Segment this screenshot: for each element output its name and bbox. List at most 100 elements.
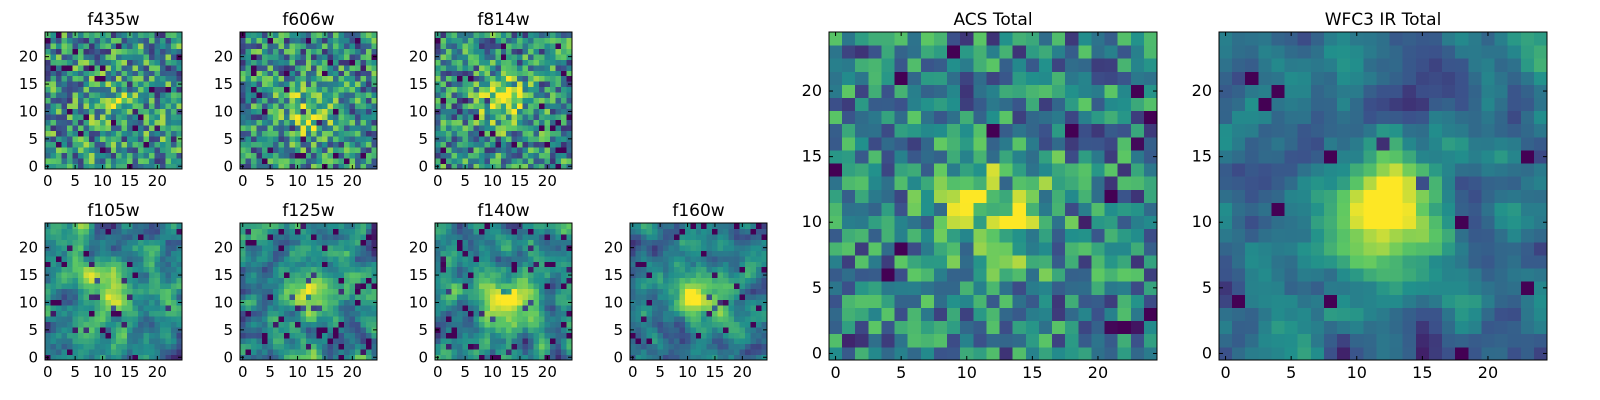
heatmap-cell (127, 114, 134, 121)
heatmap-cell (160, 321, 166, 328)
heatmap-cell (679, 261, 686, 268)
heatmap-cell (99, 103, 106, 110)
heatmap-cell (495, 59, 502, 66)
heatmap-cell (467, 81, 474, 88)
heatmap-cell (50, 228, 57, 235)
heatmap-cell (462, 261, 469, 268)
heatmap-cell (668, 294, 675, 301)
heatmap-cell (750, 343, 757, 350)
heatmap-cell (316, 136, 323, 142)
heatmap-cell (160, 354, 166, 361)
heatmap-cell (55, 158, 62, 164)
heatmap-cell (1091, 189, 1105, 203)
heatmap-cell (322, 147, 329, 153)
heatmap-cell (305, 316, 312, 323)
heatmap-cell (165, 141, 172, 148)
heatmap-cell (842, 307, 856, 322)
heatmap-cell (440, 141, 447, 148)
heatmap-cell (1052, 294, 1066, 308)
heatmap-cell (355, 141, 361, 148)
heatmap-cell (121, 81, 128, 88)
heatmap-cell (261, 48, 268, 55)
heatmap-cell (511, 244, 518, 251)
heatmap-cell (355, 277, 361, 284)
heatmap-cell (907, 189, 922, 203)
heatmap-cell (690, 228, 697, 235)
heatmap-cell (160, 223, 166, 229)
heatmap-cell (305, 239, 312, 246)
heatmap-cell (316, 349, 323, 355)
heatmap-cell (646, 272, 653, 279)
heatmap-cell (338, 338, 345, 344)
heatmap-cell (283, 244, 290, 251)
heatmap-cell (55, 119, 62, 126)
heatmap-cell (50, 48, 57, 55)
heatmap-cell (855, 202, 869, 217)
heatmap-cell (240, 239, 246, 246)
heatmap-cell (539, 81, 545, 88)
heatmap-cell (489, 272, 496, 279)
heatmap-cell (522, 343, 529, 350)
heatmap-cell (456, 152, 463, 159)
heatmap-cell (61, 266, 68, 273)
heatmap-cell (651, 349, 658, 355)
heatmap-cell (894, 268, 909, 282)
heatmap-cell (522, 228, 529, 235)
heatmap-cell (640, 321, 647, 328)
heatmap-cell (723, 321, 730, 328)
heatmap-cell (500, 152, 507, 159)
heatmap-cell (728, 277, 735, 284)
heatmap-cell (61, 70, 68, 77)
heatmap-cell (684, 332, 691, 339)
heatmap-cell (165, 288, 172, 295)
heatmap-cell (165, 338, 172, 344)
heatmap-cell (533, 294, 540, 301)
heatmap-cell (94, 152, 101, 159)
heatmap-cell (484, 70, 491, 77)
heatmap-cell (360, 305, 367, 312)
heatmap-cell (473, 294, 480, 301)
y-tick-label: 5 (223, 130, 233, 148)
heatmap-cell (311, 158, 318, 164)
heatmap-cell (349, 48, 356, 55)
heatmap-cell (1038, 255, 1053, 269)
heatmap-cell (349, 343, 356, 350)
heatmap-cell (435, 48, 441, 55)
heatmap-cell (94, 32, 101, 38)
heatmap-cell (684, 261, 691, 268)
heatmap-cell (371, 261, 378, 268)
heatmap-cell (635, 261, 642, 268)
heatmap-cell (544, 114, 551, 121)
heatmap-cell (344, 42, 350, 49)
heatmap-cell (756, 349, 762, 355)
heatmap-cell (544, 103, 551, 110)
x-tick-label: 20 (343, 172, 362, 190)
heatmap-cell (283, 310, 290, 317)
heatmap-cell (451, 86, 458, 93)
heatmap-cell (261, 223, 268, 229)
heatmap-cell (261, 92, 268, 99)
heatmap-cell (311, 255, 318, 262)
heatmap-cell (695, 233, 702, 240)
heatmap-cell (278, 255, 285, 262)
heatmap-cell (712, 283, 719, 290)
heatmap-cell (484, 53, 491, 60)
heatmap-cell (132, 332, 139, 339)
heatmap-cell (322, 310, 329, 317)
heatmap-cell (55, 283, 62, 290)
heatmap-cell (240, 119, 246, 126)
heatmap-cell (947, 346, 961, 361)
heatmap-cell (305, 349, 312, 355)
heatmap-cell (511, 310, 518, 317)
heatmap-cell (360, 233, 367, 240)
heatmap-cell (165, 53, 172, 60)
heatmap-cell (294, 239, 301, 246)
heatmap-cell (739, 316, 746, 323)
heatmap-cell (701, 255, 708, 262)
heatmap-cell (245, 147, 252, 153)
heatmap-cell (149, 299, 155, 306)
heatmap-cell (756, 316, 762, 323)
heatmap-cell (278, 316, 285, 323)
heatmap-cell (272, 354, 279, 361)
heatmap-cell (371, 119, 378, 126)
